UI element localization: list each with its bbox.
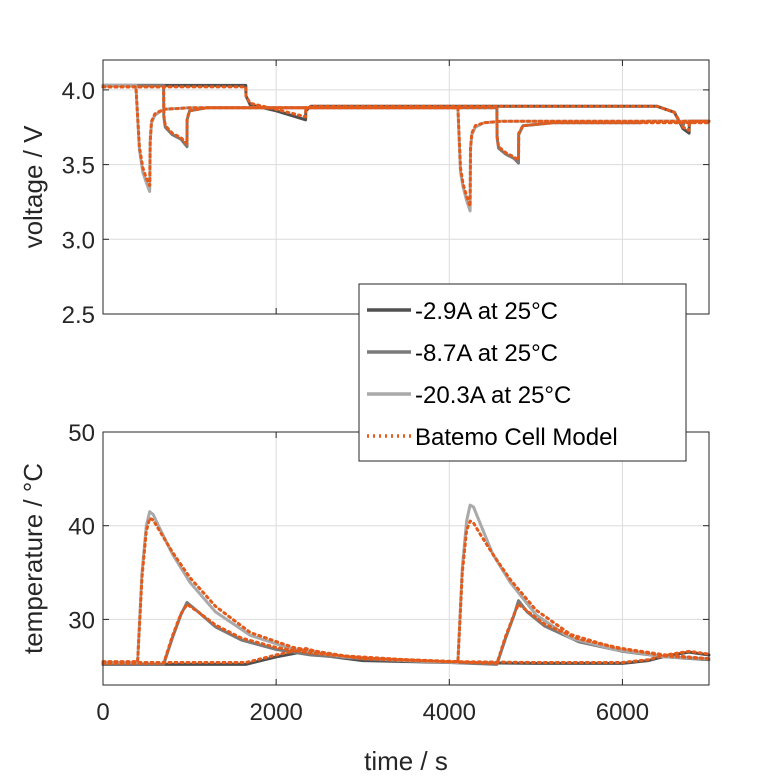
legend-label-batemo-cell-model: Batemo Cell Model xyxy=(415,424,618,451)
legend-box xyxy=(358,283,687,462)
y-tick-label: 3.0 xyxy=(62,227,95,254)
y-tick-label: 3.5 xyxy=(62,153,95,180)
temperature-y-ticks: 30 40 50 xyxy=(68,420,709,634)
legend-items: -2.9A at 25°C -8.7A at 25°C -20.3A at 25°C… xyxy=(367,298,618,451)
temperature-series xyxy=(101,503,711,666)
y-tick-label: 4.0 xyxy=(62,78,95,105)
series-line-batemo-cell-model-2-9a xyxy=(101,85,711,132)
x-tick-label: 4000 xyxy=(423,699,476,726)
voltage-y-ticks: 2.5 3.0 3.5 4.0 xyxy=(62,60,709,329)
time-x-ticks: 0 2000 4000 6000 xyxy=(96,432,649,726)
y-tick-label: 2.5 xyxy=(62,302,95,329)
legend-label-8-7a-at-25-c: -8.7A at 25°C xyxy=(415,340,558,367)
voltage-grid xyxy=(103,60,709,314)
voltage-y-axis-label: voltage / V xyxy=(18,125,48,249)
y-tick-label: 50 xyxy=(68,420,95,447)
x-tick-label: 0 xyxy=(96,699,109,726)
legend: -2.9A at 25°C -8.7A at 25°C -20.3A at 25°C… xyxy=(358,283,687,462)
legend-label-2-9a-at-25-c: -2.9A at 25°C xyxy=(415,298,558,325)
time-x-axis-label: time / s xyxy=(364,746,448,776)
temperature-axes: 30 40 50 0 2000 4000 6000 temperature / °C ti… xyxy=(18,420,711,776)
temperature-y-axis-label: temperature / °C xyxy=(18,463,48,654)
voltage-series xyxy=(101,83,711,213)
series-line-batemo-cell-model-2-9a xyxy=(101,647,711,664)
y-tick-label: 30 xyxy=(68,607,95,634)
x-tick-label: 6000 xyxy=(596,699,649,726)
voltage-axes: 2.5 3.0 3.5 4.0 voltage / V xyxy=(18,59,711,329)
x-tick-label: 2000 xyxy=(249,699,302,726)
legend-label-20-3a-at-25-c: -20.3A at 25°C xyxy=(415,382,571,409)
y-tick-label: 40 xyxy=(68,514,95,541)
